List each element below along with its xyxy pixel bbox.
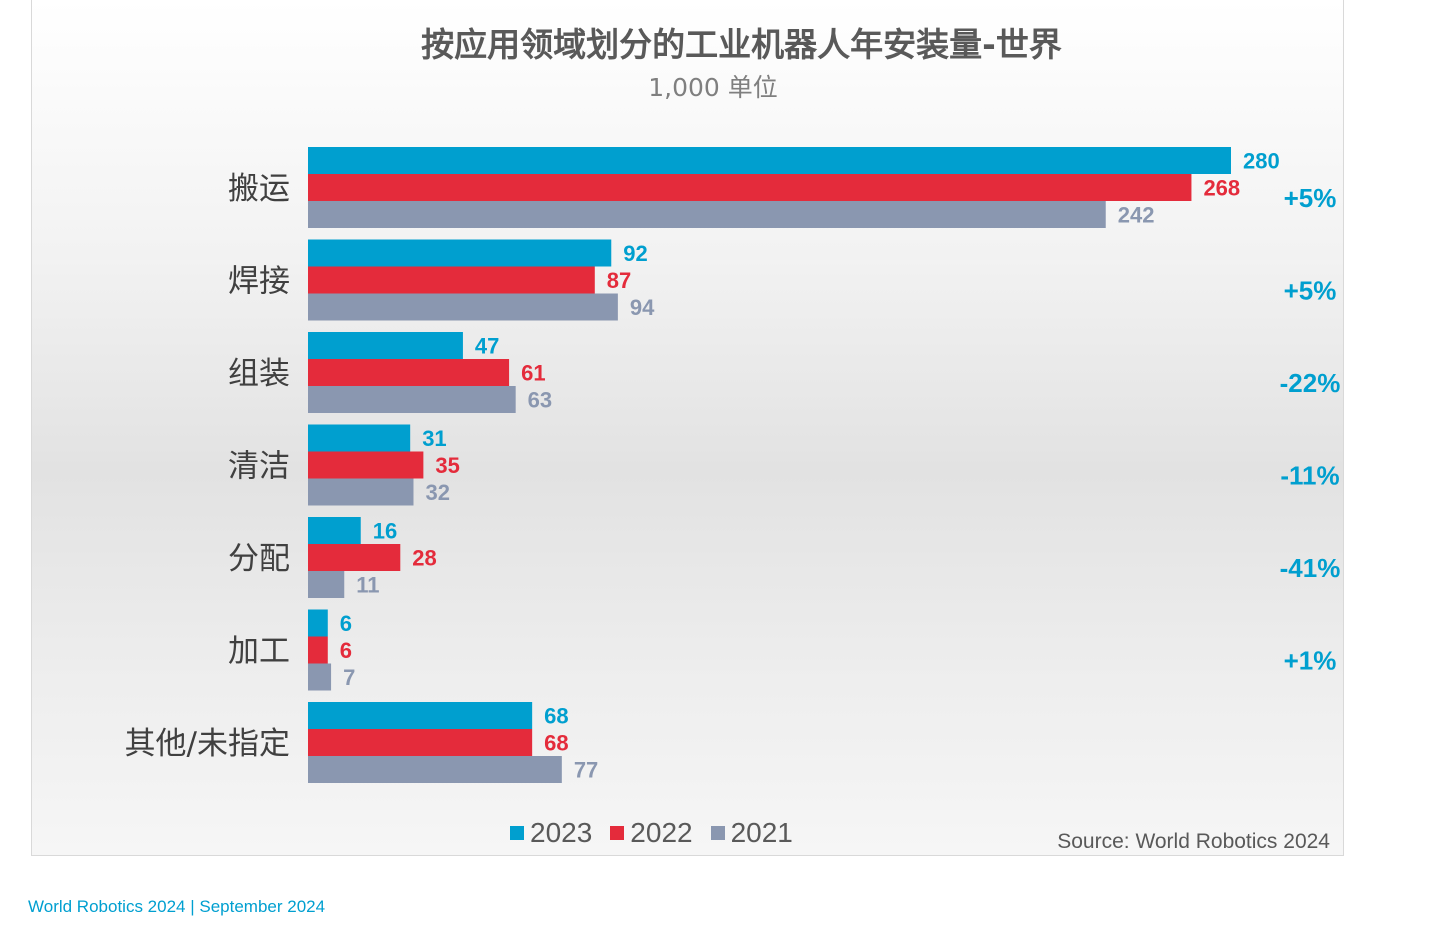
bar-hanjie-2022 (308, 266, 595, 294)
growth-label-fenpei: -41% (1280, 553, 1341, 583)
legend-label-2021: 2021 (730, 817, 793, 848)
growth-label-hanjie: +5% (1284, 276, 1337, 306)
data-label-qingjie-2022: 35 (435, 453, 459, 478)
legend-item-2021: 2021 (710, 817, 793, 849)
growth-label-qingjie: -11% (1280, 461, 1339, 491)
bar-qingjie-2022 (308, 451, 424, 479)
data-label-zuzhuang-2023: 47 (475, 334, 499, 359)
bar-qita-2023 (308, 702, 533, 729)
bar-hanjie-2023 (308, 239, 612, 267)
bar-banyun-2023 (308, 147, 1231, 174)
bar-banyun-2022 (308, 174, 1192, 201)
growth-label-jiagong: +1% (1284, 646, 1337, 676)
data-label-qita-2022: 68 (544, 731, 568, 756)
data-label-jiagong-2021: 7 (343, 665, 355, 690)
data-label-qita-2021: 77 (574, 758, 598, 783)
chart-panel (31, 0, 1344, 856)
data-label-fenpei-2021: 11 (356, 573, 379, 598)
bar-qita-2021 (308, 756, 562, 783)
bar-fenpei-2022 (308, 544, 401, 571)
data-label-qita-2023: 68 (544, 704, 568, 729)
legend-swatch-2023 (510, 826, 524, 840)
bar-zuzhuang-2022 (308, 359, 510, 386)
legend-label-2022: 2022 (630, 817, 693, 848)
category-label-qingjie: 清洁 (228, 449, 290, 485)
legend-label-2023: 2023 (530, 817, 593, 848)
source-note: Source: World Robotics 2024 (1057, 830, 1330, 853)
data-label-banyun-2021: 242 (1118, 203, 1155, 228)
category-label-zuzhuang: 组装 (228, 356, 290, 392)
category-label-jiagong: 加工 (228, 634, 290, 670)
data-label-jiagong-2023: 6 (340, 611, 352, 636)
legend-item-2022: 2022 (610, 817, 693, 849)
footer-text: World Robotics 2024 | September 2024 (28, 897, 326, 916)
data-label-fenpei-2022: 28 (412, 546, 436, 571)
growth-label-zuzhuang: -22% (1280, 368, 1341, 398)
bar-qingjie-2023 (308, 424, 411, 452)
category-label-hanjie: 焊接 (228, 264, 290, 300)
data-label-zuzhuang-2022: 61 (521, 361, 545, 386)
data-label-qingjie-2023: 31 (422, 426, 446, 451)
legend-swatch-2021 (710, 826, 725, 840)
data-label-zuzhuang-2021: 63 (528, 388, 552, 413)
category-label-banyun: 搬运 (228, 171, 290, 207)
bar-fenpei-2021 (308, 571, 345, 598)
data-label-hanjie-2023: 92 (623, 241, 647, 266)
chart-title: 按应用领域划分的工业机器人年安装量-世界 (421, 25, 1062, 64)
bar-jiagong-2021 (308, 663, 332, 691)
category-label-fenpei: 分配 (228, 541, 290, 577)
chart-legend: 2023 2022 2021 (510, 816, 811, 850)
bar-qita-2022 (308, 729, 533, 756)
legend-swatch-2022 (610, 826, 625, 840)
bar-fenpei-2023 (308, 517, 361, 544)
category-label-qita: 其他/未指定 (125, 726, 290, 762)
data-label-jiagong-2022: 6 (340, 638, 352, 663)
data-label-hanjie-2022: 87 (607, 268, 631, 293)
bar-jiagong-2022 (308, 636, 328, 664)
data-label-banyun-2022: 268 (1203, 176, 1240, 201)
bar-zuzhuang-2021 (308, 386, 516, 413)
data-label-hanjie-2021: 94 (630, 295, 655, 320)
data-label-fenpei-2023: 16 (373, 519, 397, 544)
data-label-qingjie-2021: 32 (425, 480, 449, 505)
bar-banyun-2021 (308, 201, 1106, 228)
legend-item-2023: 2023 (510, 817, 592, 849)
growth-label-banyun: +5% (1284, 183, 1337, 213)
bar-qingjie-2021 (308, 478, 414, 506)
bar-jiagong-2023 (308, 609, 328, 637)
bar-hanjie-2021 (308, 293, 618, 321)
data-label-banyun-2023: 280 (1243, 149, 1280, 174)
chart-subtitle: 1,000 单位 (648, 73, 778, 102)
bar-zuzhuang-2023 (308, 332, 463, 359)
